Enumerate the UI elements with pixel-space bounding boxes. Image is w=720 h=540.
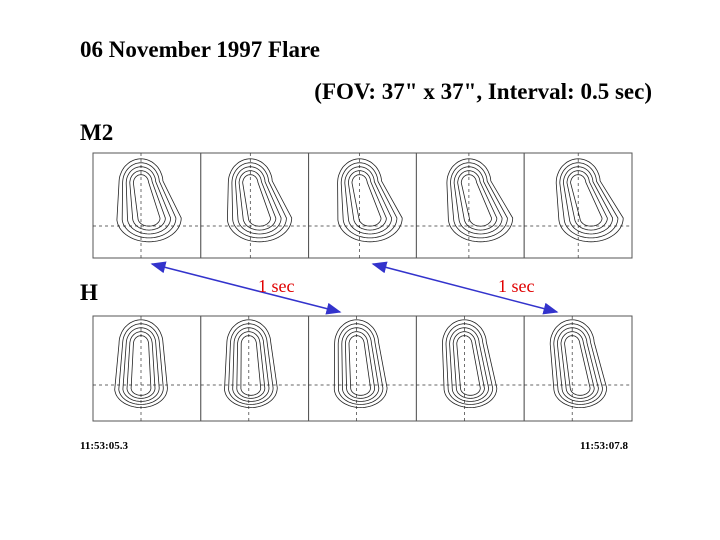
contour bbox=[340, 162, 398, 239]
image-frame bbox=[200, 315, 310, 422]
contour bbox=[238, 170, 277, 231]
contour bbox=[453, 166, 503, 235]
contour bbox=[337, 158, 403, 243]
contour bbox=[348, 335, 371, 396]
arrow-label: 1 sec bbox=[258, 276, 294, 296]
time-label: 11:53:05.3 bbox=[80, 440, 128, 452]
contour bbox=[231, 162, 287, 239]
contour bbox=[242, 174, 271, 227]
contour bbox=[457, 170, 498, 231]
contour bbox=[118, 323, 164, 405]
contour bbox=[240, 335, 262, 396]
contour bbox=[224, 319, 278, 409]
contour bbox=[235, 166, 282, 235]
image-strips bbox=[92, 152, 633, 422]
contour bbox=[564, 335, 591, 396]
contour bbox=[570, 174, 603, 227]
contour bbox=[236, 331, 266, 399]
contour bbox=[126, 331, 156, 399]
image-frame bbox=[415, 315, 525, 422]
contour bbox=[560, 331, 595, 399]
contour bbox=[555, 158, 624, 243]
contour bbox=[449, 327, 490, 402]
contour bbox=[460, 174, 492, 227]
contour bbox=[446, 158, 514, 243]
image-frame bbox=[415, 152, 525, 259]
image-frame bbox=[92, 315, 202, 422]
contour bbox=[549, 319, 608, 409]
contour bbox=[333, 319, 388, 409]
contour bbox=[441, 319, 498, 409]
contour bbox=[456, 335, 481, 396]
contour bbox=[226, 158, 293, 243]
arrow bbox=[371, 261, 559, 315]
contour bbox=[133, 174, 161, 227]
contour bbox=[228, 323, 274, 405]
contour bbox=[337, 323, 384, 405]
contour bbox=[348, 170, 387, 231]
contour bbox=[122, 327, 160, 402]
contour bbox=[130, 335, 152, 396]
contour bbox=[452, 331, 485, 399]
contour bbox=[566, 170, 608, 231]
row-label: H bbox=[80, 280, 98, 305]
contour bbox=[445, 323, 494, 405]
contour bbox=[553, 323, 603, 405]
contour bbox=[559, 162, 619, 239]
contour bbox=[345, 331, 375, 399]
image-frame bbox=[308, 315, 417, 422]
contour bbox=[562, 166, 614, 235]
contour bbox=[351, 174, 382, 227]
contour bbox=[116, 158, 182, 243]
contour bbox=[121, 162, 177, 239]
contour bbox=[129, 170, 166, 231]
image-frame bbox=[308, 152, 417, 259]
image-frame bbox=[92, 152, 202, 259]
contour bbox=[125, 166, 172, 235]
row-label: M2 bbox=[80, 120, 113, 145]
contour bbox=[232, 327, 270, 402]
image-frame bbox=[200, 152, 310, 259]
title: 06 November 1997 Flare bbox=[80, 37, 320, 62]
arrow-label: 1 sec bbox=[498, 276, 534, 296]
arrow bbox=[150, 261, 342, 315]
contour bbox=[341, 327, 380, 402]
subtitle: (FOV: 37" x 37", Interval: 0.5 sec) bbox=[314, 79, 652, 104]
contour bbox=[450, 162, 508, 239]
contour bbox=[344, 166, 393, 235]
time-label: 11:53:07.8 bbox=[580, 440, 628, 452]
contour bbox=[114, 319, 168, 409]
image-frame bbox=[523, 315, 633, 422]
contour bbox=[556, 327, 599, 402]
